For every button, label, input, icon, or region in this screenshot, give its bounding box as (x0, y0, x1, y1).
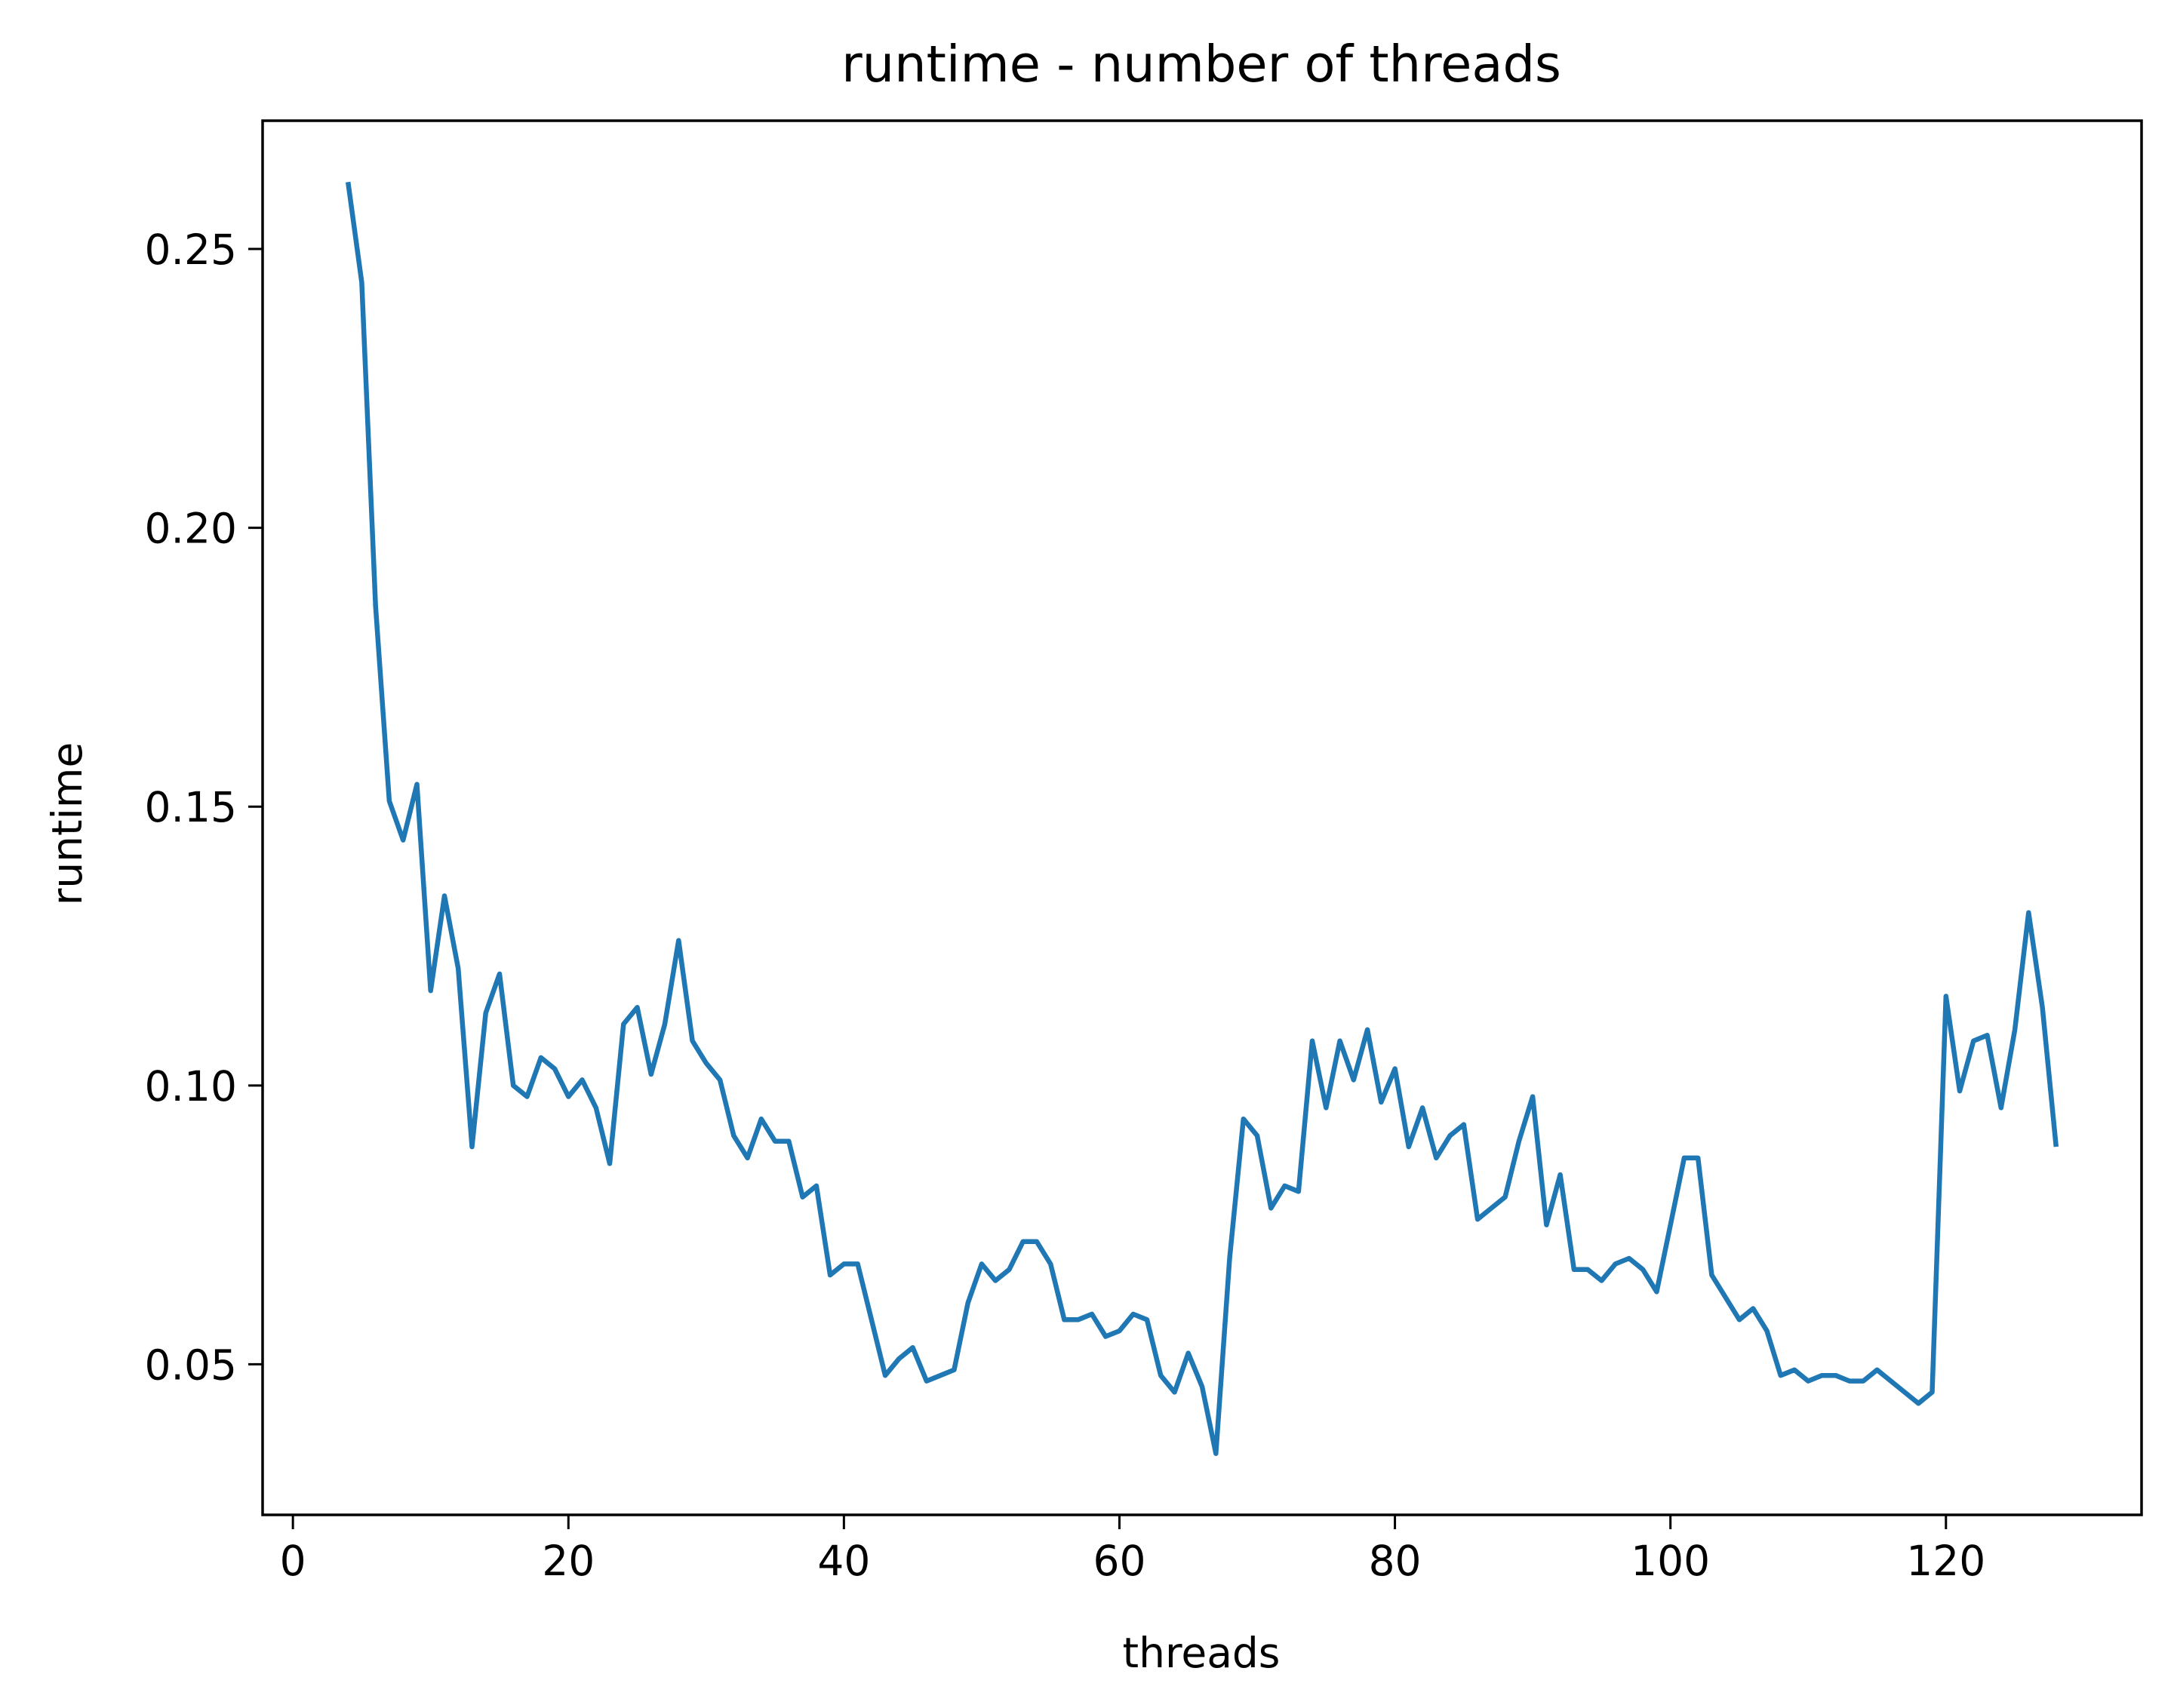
x-tick-label: 100 (1631, 1537, 1710, 1585)
x-tick-label: 0 (280, 1537, 306, 1585)
x-tick-label: 120 (1906, 1537, 1985, 1585)
x-tick-label: 20 (542, 1537, 595, 1585)
plot-frame (261, 119, 2143, 1516)
x-tick-label: 80 (1369, 1537, 1422, 1585)
y-axis-label: runtime (43, 742, 91, 906)
x-axis-label: threads (1123, 1629, 1281, 1677)
series-line-1 (345, 181, 2059, 1456)
y-tick-label: 0.25 (145, 226, 237, 274)
chart-title: runtime - number of threads (841, 35, 1561, 94)
plot-area (261, 119, 2143, 1516)
y-tick-label: 0.10 (145, 1062, 237, 1111)
y-tick-label: 0.15 (145, 783, 237, 831)
x-tick-label: 40 (817, 1537, 870, 1585)
y-tick-label: 0.05 (145, 1341, 237, 1389)
x-tick-label: 60 (1093, 1537, 1145, 1585)
x-axis-ticks: 0 20 40 60 80 100 120 (280, 1515, 1985, 1585)
y-tick-label: 0.20 (145, 505, 237, 553)
y-axis-ticks: 0.05 0.10 0.15 0.20 0.25 (145, 226, 263, 1389)
